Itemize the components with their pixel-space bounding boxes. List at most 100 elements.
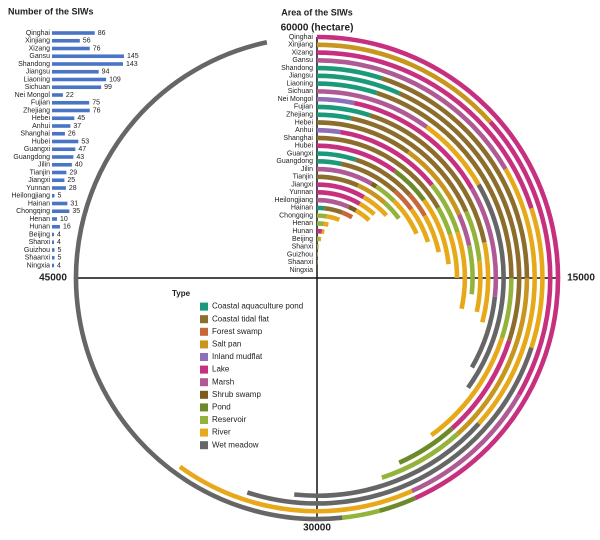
tick-label: 60000 (hectare) <box>281 23 354 34</box>
bar <box>52 124 71 128</box>
legend-label: Inland mudflat <box>212 352 263 361</box>
value-label: 22 <box>66 92 74 99</box>
arc-segment <box>294 422 481 498</box>
arc-segment <box>316 182 365 200</box>
radial-title: Area of the SIWs <box>281 7 353 17</box>
bar-label: Hunan <box>29 224 50 231</box>
legend-label: Pond <box>212 403 231 412</box>
tick-label: 45000 <box>39 273 67 284</box>
bar <box>52 240 54 245</box>
bar-label: Tianjin <box>30 169 50 176</box>
arc-segment <box>316 151 357 162</box>
ring-label: Shanghai <box>283 135 313 142</box>
ring-label: Zhejiang <box>286 112 313 119</box>
ring-label: Chongqing <box>279 212 313 219</box>
arc-segment <box>178 464 413 514</box>
bar <box>52 31 95 35</box>
bar-label: Nei Mongol <box>15 92 51 99</box>
arc-segment <box>353 100 474 190</box>
arc-segment <box>316 58 508 171</box>
legend-label: Salt pan <box>212 340 241 349</box>
bar-label: Shanghai <box>20 131 50 138</box>
arc-segment <box>499 277 514 339</box>
bar-label: Jiangsu <box>26 69 50 76</box>
value-label: 37 <box>73 123 81 130</box>
bar <box>52 100 90 105</box>
arc-segment <box>354 157 412 197</box>
arc-segment <box>393 189 414 211</box>
ring-label: Heilongjiang <box>274 197 313 204</box>
legend-swatch <box>200 390 208 399</box>
ring-label: Jiangsu <box>289 73 313 80</box>
legend-swatch <box>200 327 208 336</box>
legend-swatch <box>200 353 208 361</box>
arc-segment <box>488 120 553 396</box>
ring-label: Fujian <box>294 104 313 111</box>
bar <box>52 85 102 90</box>
arc-segment <box>407 193 427 217</box>
arc-segment <box>316 190 361 206</box>
value-label: 109 <box>109 76 121 83</box>
ring-label: Sichuan <box>288 88 313 95</box>
legend-swatch <box>200 403 208 412</box>
ring-label: Xizang <box>292 49 314 56</box>
ring-label: Beijing <box>292 236 313 243</box>
arc-segment <box>469 296 498 369</box>
arc-segment <box>324 205 343 215</box>
arc-segment <box>316 127 341 135</box>
arc-segment <box>381 76 530 279</box>
arc-segment <box>316 89 429 129</box>
arc-segment <box>316 73 401 96</box>
arc-segment <box>316 174 360 188</box>
bar <box>52 155 74 159</box>
value-label: 94 <box>102 69 110 76</box>
bar-label: Hainan <box>28 200 50 207</box>
value-label: 10 <box>60 216 68 223</box>
arc-segment <box>339 129 434 187</box>
bar <box>52 201 68 206</box>
legend-label: River <box>212 428 231 437</box>
bar-label: Gansu <box>29 53 50 60</box>
bar-label: Anhui <box>32 123 50 130</box>
arc-segment <box>398 426 454 465</box>
arc-segment <box>425 125 481 186</box>
ring-label: Tianjin <box>293 174 313 181</box>
ring-label: Nei Mongol <box>278 96 314 103</box>
bar-label: Hubei <box>32 138 51 145</box>
value-label: 5 <box>57 255 61 262</box>
bar <box>52 186 66 190</box>
arc-segment <box>455 231 468 310</box>
ring-label: Shandong <box>281 65 313 72</box>
bar-label: Beijing <box>29 231 50 238</box>
legend-title: Type <box>172 289 191 298</box>
bar <box>52 232 54 237</box>
value-label: 99 <box>104 84 112 91</box>
ring-label: Hebei <box>295 119 314 126</box>
bar-label: Jilin <box>38 162 50 169</box>
arc-segment <box>246 346 534 506</box>
bar-label: Guizhou <box>24 247 50 254</box>
bar-label: Henan <box>29 216 50 223</box>
arc-segment <box>469 187 499 297</box>
bar <box>52 209 70 214</box>
value-label: 145 <box>127 53 139 60</box>
arc-segment <box>422 198 451 265</box>
bar <box>52 263 54 268</box>
value-label: 76 <box>93 107 101 114</box>
value-label: 40 <box>75 162 83 169</box>
arc-segment <box>316 143 397 173</box>
bar-label: Fujian <box>31 100 50 107</box>
legend-swatch <box>200 378 208 387</box>
arc-segment <box>474 260 483 313</box>
legend-label: Wet meadow <box>212 440 259 449</box>
arc-segment <box>375 184 396 203</box>
arc-segment <box>464 210 482 262</box>
arc-segment <box>316 104 371 118</box>
arc-segment <box>466 245 475 295</box>
ring-label: Hainan <box>291 205 313 212</box>
ring-label: Qinghai <box>289 34 314 41</box>
bar <box>52 224 60 229</box>
value-label: 16 <box>63 224 71 231</box>
arc-segment <box>316 112 352 121</box>
bar-label: Guangdong <box>13 154 50 161</box>
